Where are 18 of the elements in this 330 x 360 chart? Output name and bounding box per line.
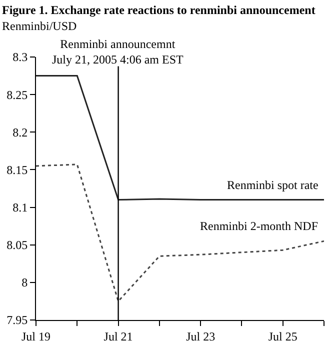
ref-line-label: Renminbi announcemnt July 21, 2005 4:06 am EST xyxy=(52,37,184,67)
y-tick-label: 8.1 xyxy=(12,200,28,214)
x-tick-label: Jul 25 xyxy=(268,329,298,344)
y-tick-label: 8.25 xyxy=(6,88,28,102)
y-tick-label: 8.05 xyxy=(6,238,28,252)
y-tick-label: 8 xyxy=(22,276,28,290)
line-series xyxy=(36,164,324,302)
x-tick-label: Jul 21 xyxy=(104,329,133,344)
series-label: Renminbi spot rate xyxy=(227,178,318,192)
x-tick-label: Jul 23 xyxy=(186,329,216,344)
y-tick-label: 7.95 xyxy=(6,313,28,328)
chart-title: Figure 1. Exchange rate reactions to renminbi announcement xyxy=(2,3,316,17)
x-tick-label: Jul 19 xyxy=(21,329,51,344)
series-label: Renminbi 2-month NDF xyxy=(200,219,318,233)
y-tick-label: 8.15 xyxy=(6,162,28,177)
y-axis-title: Renminbi/USD xyxy=(2,19,78,33)
y-tick-label: 8.2 xyxy=(12,125,28,140)
y-tick-label: 8.3 xyxy=(12,50,28,64)
